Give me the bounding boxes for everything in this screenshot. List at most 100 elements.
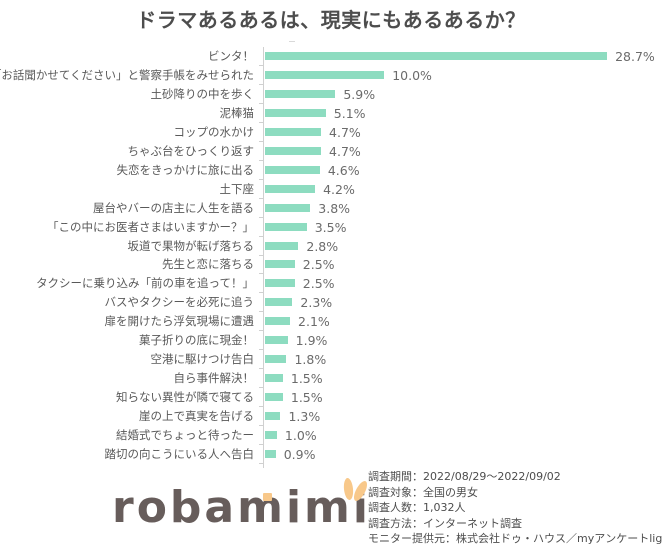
axis-tick: [259, 368, 263, 370]
axis-tick: [259, 254, 263, 256]
survey-period: 調査期間：2022/08/29～2022/09/02: [368, 470, 561, 483]
survey-info: 調査期間：2022/08/29～2022/09/02 調査対象：全国の男女 調査…: [368, 469, 662, 547]
bar-row: 坂道で果物が転げ落ちる 2.8%: [0, 237, 662, 256]
category-label: 失恋をきっかけに旅に出る: [116, 162, 254, 177]
bar: [265, 279, 295, 288]
axis-tick: [259, 140, 263, 142]
bar: [265, 431, 277, 439]
bar: [265, 298, 293, 307]
bar-row: 土下座 4.2%: [0, 180, 662, 199]
category-label: 踏切の向こうにいる人へ告白: [104, 446, 255, 461]
bar-row: 泥棒猫 5.1%: [0, 104, 662, 123]
bar-row: バスやタクシーを必死に追う 2.3%: [0, 293, 662, 313]
value-label: 4.7%: [329, 124, 361, 140]
category-label: 「この中にお医者さまはいますかー？」: [47, 219, 254, 234]
bar-row: 先生と恋に落ちる 2.5%: [0, 255, 662, 275]
bar: [265, 165, 320, 174]
value-label: 2.8%: [306, 238, 339, 254]
value-label: 1.3%: [288, 409, 321, 425]
bar: [265, 449, 276, 458]
bar-row: 菓子折りの底に現金！ 1.9%: [0, 331, 662, 351]
value-label: 2.5%: [302, 257, 335, 273]
bar-row: 崖の上で真実を告げる 1.3%: [0, 407, 662, 427]
logo-dot-accent: [263, 493, 272, 501]
value-label: 10.0%: [392, 67, 432, 83]
bar-row: 空港に駆けつけ告白 1.8%: [0, 350, 662, 370]
category-label: 空港に駆けつけ告白: [150, 352, 255, 367]
axis-tick: [259, 462, 263, 464]
axis-tick: [259, 330, 263, 332]
value-label: 3.8%: [318, 200, 351, 216]
value-label: 1.5%: [290, 371, 323, 387]
robamimi-logo: robamimi: [112, 477, 370, 538]
value-label: 2.3%: [300, 295, 333, 311]
axis-tick: [259, 349, 263, 351]
axis-tick: [259, 178, 263, 180]
bar-row: 結婚式でちょっと待ったー 1.0%: [0, 426, 662, 445]
category-label: 坂道で果物が転げ落ちる: [127, 238, 255, 253]
axis-tick: [259, 311, 263, 313]
axis-tick: [259, 406, 263, 408]
survey-count: 調査人数：1,032人: [368, 501, 466, 514]
category-label: バスやタクシーを必死に追う: [104, 295, 255, 310]
value-label: 3.5%: [314, 219, 347, 235]
axis-tick: [259, 83, 263, 85]
category-label: 土下座: [219, 181, 255, 196]
bar: [265, 89, 336, 98]
value-label: 0.9%: [283, 446, 316, 462]
bar: [265, 127, 322, 136]
value-label: 4.2%: [323, 181, 355, 197]
bar: [265, 241, 299, 250]
survey-method: 調査方法：インターネット調査: [368, 516, 522, 530]
axis-tick: [259, 292, 263, 294]
bar: [265, 184, 316, 193]
bar-row: 屋台やバーの店主に人生を語る 3.8%: [0, 199, 662, 218]
value-label: 1.9%: [295, 333, 328, 349]
category-label: 屋台やバーの店主に人生を語る: [93, 200, 254, 215]
bar: [265, 52, 608, 60]
category-label: 土砂降りの中を歩く: [150, 86, 255, 101]
bar: [265, 317, 291, 326]
category-axis: [263, 47, 264, 468]
axis-tick: [259, 444, 263, 445]
category-label: ビンタ！: [208, 49, 254, 63]
bar: [265, 393, 283, 402]
survey-target: 調査対象：全国の男女: [368, 485, 478, 499]
bar: [265, 355, 287, 364]
bar: [265, 412, 281, 421]
axis-tick: [259, 216, 263, 218]
axis-top-mark: [289, 41, 295, 42]
value-label: 4.7%: [329, 143, 361, 159]
value-label: 5.1%: [333, 105, 366, 121]
value-label: 2.1%: [298, 314, 330, 330]
value-label: 1.5%: [290, 390, 323, 406]
value-label: 28.7%: [615, 49, 655, 64]
bar: [265, 146, 322, 155]
value-label: 5.9%: [343, 86, 376, 102]
bar: [265, 260, 295, 269]
category-label: コップの水かけ: [173, 124, 255, 139]
axis-tick: [259, 102, 263, 104]
bar-row: 土砂降りの中を歩く 5.9%: [0, 85, 662, 104]
bar: [265, 108, 326, 117]
bar-row: 「お話聞かせてください」と警察手帳をみせられた 10.0%: [0, 66, 662, 85]
bar-row: タクシーに乗り込み「前の車を追って！」 2.5%: [0, 274, 662, 294]
category-label: ちゃぶ台をひっくり返す: [127, 143, 255, 158]
axis-tick: [259, 425, 263, 427]
bar-row: ちゃぶ台をひっくり返す 4.7%: [0, 142, 662, 161]
category-label: 「お話聞かせてください」と警察手帳をみせられた: [0, 67, 254, 82]
category-label: 知らない異性が隣で寝てる: [116, 390, 254, 405]
category-label: 自ら事件解決！: [173, 371, 255, 386]
bar: [265, 374, 283, 383]
bar-row: ビンタ！ 28.7%: [0, 47, 662, 66]
category-label: 結婚式でちょっと待ったー: [116, 428, 254, 442]
axis-tick: [259, 273, 263, 275]
bar-chart: ビンタ！ 28.7% 「お話聞かせてください」と警察手帳をみせられた 10.0% 土砂降…: [0, 41, 662, 469]
category-label: 扉を開けたら浮気現場に遭遇: [104, 314, 255, 329]
bar: [265, 222, 307, 231]
bar: [265, 203, 311, 212]
bar-row: 「この中にお医者さまはいますかー？」 3.5%: [0, 218, 662, 237]
axis-tick: [259, 197, 263, 199]
category-label: タクシーに乗り込み「前の車を追って！」: [36, 276, 254, 291]
category-label: 菓子折りの底に現金！: [139, 333, 254, 348]
